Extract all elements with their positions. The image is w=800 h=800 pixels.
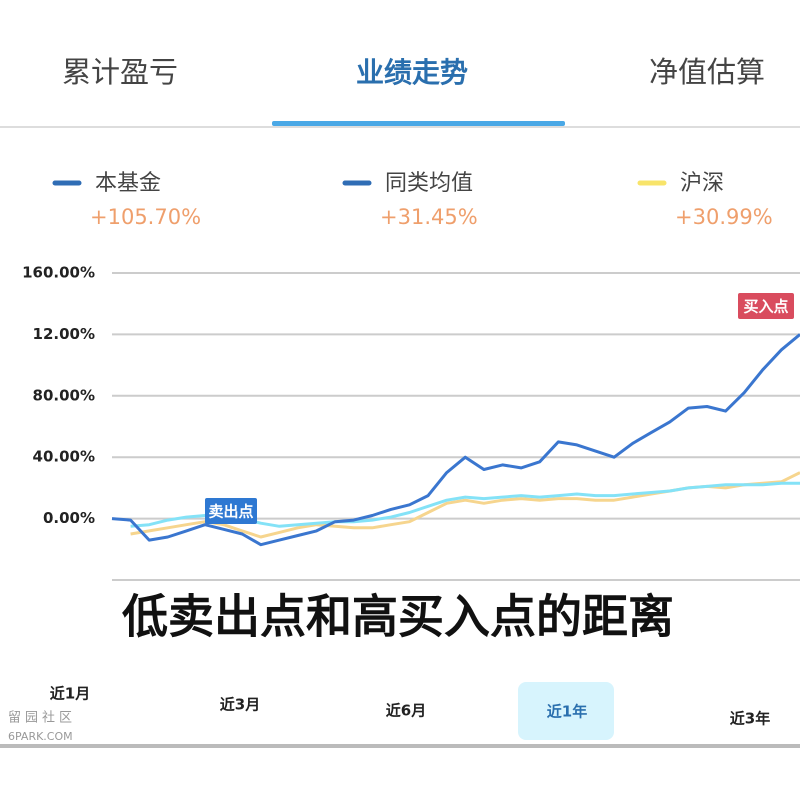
y-tick-label: 80.00% [33, 386, 95, 404]
legend-return: +30.99% [675, 205, 773, 229]
period-button[interactable]: 近3月 [220, 696, 260, 714]
series-line [111, 333, 800, 547]
y-tick-label: 40.00% [33, 448, 95, 466]
annotation-box [205, 498, 257, 524]
annotation-text: 卖出点 [208, 503, 253, 521]
caption: 低卖出点和高买入点的距离 [122, 590, 674, 644]
legend-label: 同类均值 [385, 171, 473, 196]
legend-label: 沪深 [680, 171, 724, 196]
period-button[interactable]: 近1年 [547, 703, 587, 721]
tab[interactable]: 累计盈亏 [62, 55, 178, 89]
watermark: 6PARK.COM [8, 730, 73, 743]
y-tick-label: 160.00% [22, 264, 95, 282]
tab-indicator [272, 121, 565, 126]
tab[interactable]: 业绩走势 [356, 56, 468, 89]
annotation-text: 买入点 [743, 298, 788, 316]
legend-label: 本基金 [95, 171, 161, 196]
period-button[interactable]: 近1月 [50, 685, 90, 703]
legend-return: +31.45% [380, 205, 478, 229]
annotation-box [738, 293, 794, 319]
watermark: 留园社区 [8, 710, 76, 726]
y-tick-label: 0.00% [43, 509, 95, 527]
y-tick-label: 12.00% [33, 325, 95, 343]
period-button[interactable]: 近3年 [730, 710, 770, 728]
legend-return: +105.70% [90, 205, 201, 229]
period-button[interactable]: 近6月 [386, 702, 426, 720]
tab[interactable]: 净值估算 [649, 55, 765, 89]
period-selected-bg [518, 682, 614, 740]
